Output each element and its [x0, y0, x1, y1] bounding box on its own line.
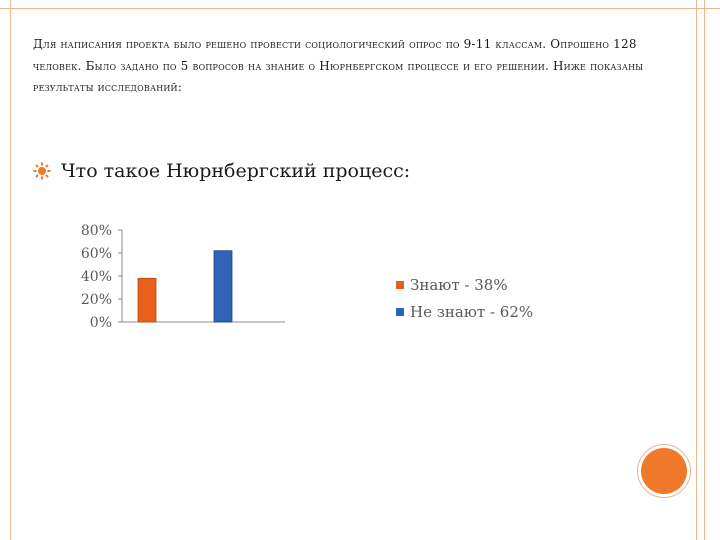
y-tick-label: 60% [81, 246, 112, 262]
legend-label-2: Не знают - 62% [410, 303, 533, 321]
legend-label-1: Знают - 38% [410, 276, 508, 294]
bullet-item: Что такое Нюрнбергский процесс: [33, 160, 410, 182]
bar-1 [137, 277, 157, 323]
y-tick-label: 0% [90, 315, 112, 331]
legend-swatch-2 [396, 308, 404, 316]
frame-line-right-outer [704, 0, 705, 540]
decorative-orange-circle [641, 448, 687, 494]
legend-swatch-1 [396, 281, 404, 289]
intro-paragraph: Для написания проекта было решено провес… [33, 37, 644, 94]
frame-line-top [0, 8, 720, 9]
frame-line-right-inner [696, 0, 697, 540]
question-text: Что такое Нюрнбергский процесс: [61, 160, 411, 182]
y-tick-label: 80% [81, 223, 112, 239]
frame-line-left [10, 0, 11, 540]
sun-bullet-icon [33, 162, 51, 180]
y-tick-label: 40% [81, 269, 112, 285]
bar-2 [213, 250, 233, 323]
y-tick-label: 20% [81, 292, 112, 308]
